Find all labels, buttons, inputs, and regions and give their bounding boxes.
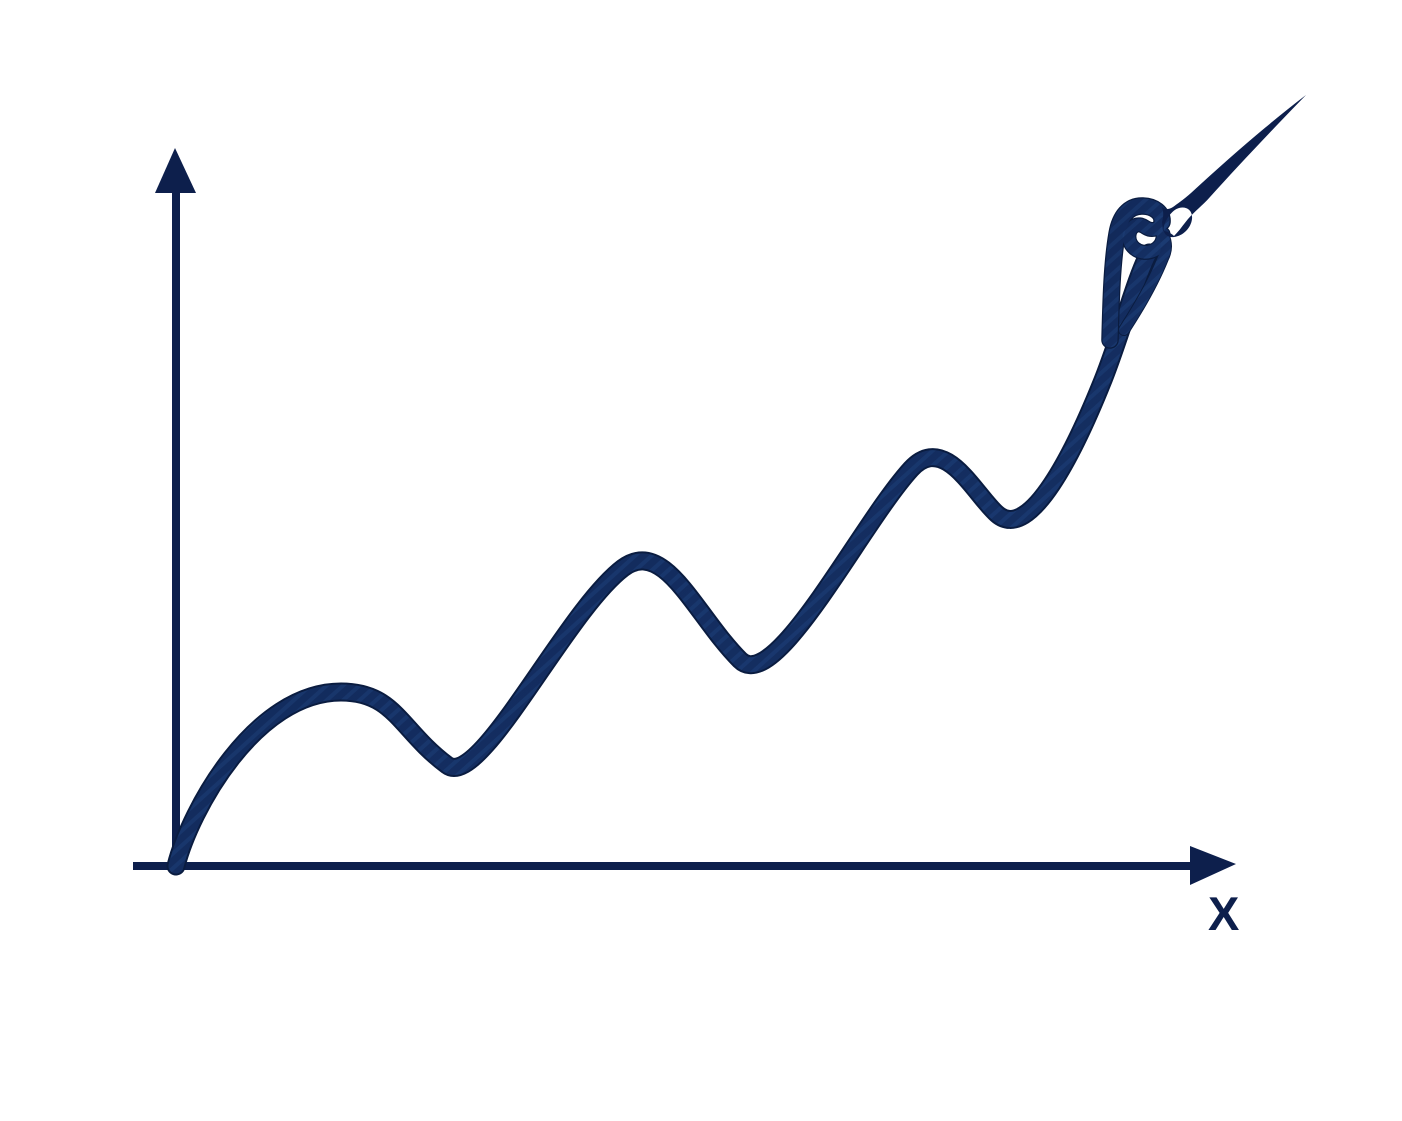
svg-text:X: X bbox=[1208, 887, 1239, 940]
